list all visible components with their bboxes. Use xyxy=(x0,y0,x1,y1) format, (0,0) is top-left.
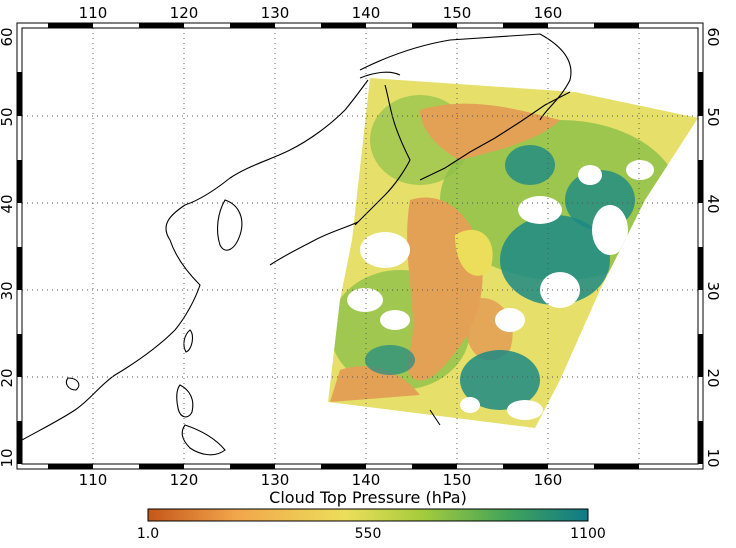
lat-tick-label: 40 xyxy=(0,194,16,213)
colorbar-title: Cloud Top Pressure (hPa) xyxy=(269,488,467,507)
lat-tick-label: 10 xyxy=(704,448,722,467)
lon-labels-bottom: 110 120 130 140 150 160 xyxy=(79,471,563,489)
lat-tick-label: 50 xyxy=(0,107,16,126)
lon-labels-top: 110 120 130 140 150 160 xyxy=(79,4,563,22)
lon-tick-label: 140 xyxy=(352,471,381,489)
lon-tick-label: 150 xyxy=(443,4,472,22)
lat-tick-label: 20 xyxy=(704,368,722,387)
map-frame xyxy=(16,22,704,470)
satellite-swath xyxy=(328,78,698,428)
colorbar-max-label: 1100 xyxy=(570,526,606,542)
colorbar: Cloud Top Pressure (hPa) 1.0 550 1100 xyxy=(137,488,606,542)
lat-labels-right: 60 50 40 30 20 10 xyxy=(704,27,722,467)
lon-tick-label: 130 xyxy=(261,471,290,489)
lat-tick-label: 60 xyxy=(0,27,16,46)
lon-tick-label: 110 xyxy=(79,471,108,489)
lon-tick-label: 130 xyxy=(261,4,290,22)
lat-tick-label: 20 xyxy=(0,368,16,387)
lon-tick-label: 160 xyxy=(534,4,563,22)
lon-tick-label: 150 xyxy=(443,471,472,489)
lat-tick-label: 50 xyxy=(704,107,722,126)
lat-tick-label: 30 xyxy=(0,281,16,300)
lat-tick-label: 40 xyxy=(704,194,722,213)
lat-tick-label: 60 xyxy=(704,27,722,46)
colorbar-min-label: 1.0 xyxy=(137,526,159,542)
lat-labels-left: 60 50 40 30 20 10 xyxy=(0,27,16,467)
lon-tick-label: 110 xyxy=(79,4,108,22)
colorbar-scale xyxy=(147,508,589,522)
lon-tick-label: 160 xyxy=(534,471,563,489)
lon-tick-label: 120 xyxy=(170,471,199,489)
coastlines xyxy=(21,33,572,456)
colorbar-mid-label: 550 xyxy=(355,526,382,542)
lon-tick-label: 140 xyxy=(352,4,381,22)
lat-tick-label: 30 xyxy=(704,281,722,300)
lat-tick-label: 10 xyxy=(0,448,16,467)
lon-tick-label: 120 xyxy=(170,4,199,22)
